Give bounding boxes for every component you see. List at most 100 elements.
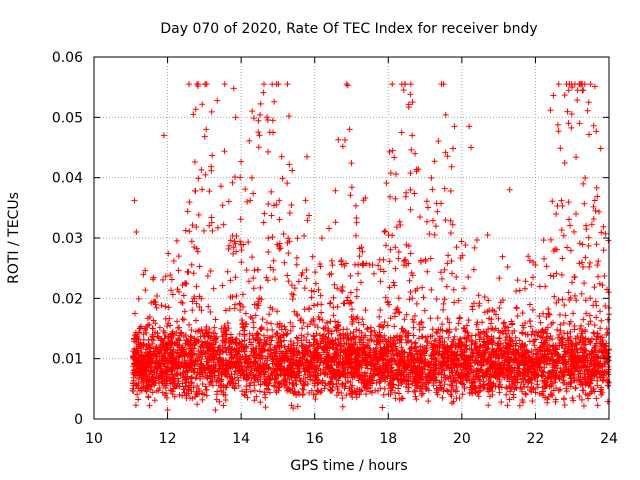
data-point <box>576 393 583 400</box>
data-point <box>576 325 583 332</box>
data-point <box>400 87 407 94</box>
data-point <box>231 371 238 378</box>
data-point <box>561 401 568 408</box>
data-point <box>453 383 460 390</box>
data-point <box>438 378 445 385</box>
data-point <box>402 256 409 263</box>
data-point <box>547 236 554 243</box>
data-point <box>158 373 165 380</box>
data-point <box>250 285 257 292</box>
data-point <box>260 219 267 226</box>
data-point <box>214 97 221 104</box>
data-point <box>475 393 482 400</box>
data-point <box>559 255 566 262</box>
data-point <box>376 313 383 320</box>
data-point <box>165 320 172 327</box>
data-point <box>469 382 476 389</box>
data-point <box>219 202 226 209</box>
data-point <box>412 393 419 400</box>
data-point <box>411 388 418 395</box>
data-point <box>148 336 155 343</box>
data-point <box>586 263 593 270</box>
data-point <box>170 385 177 392</box>
data-point <box>318 301 325 308</box>
data-point <box>147 349 154 356</box>
data-point <box>162 303 169 310</box>
data-point <box>290 381 297 388</box>
data-point <box>601 272 608 279</box>
data-point <box>268 320 275 327</box>
data-point <box>212 335 219 342</box>
data-point <box>180 333 187 340</box>
data-point <box>586 366 593 373</box>
data-point <box>354 367 361 374</box>
data-point <box>433 200 440 207</box>
data-point <box>230 353 237 360</box>
data-point <box>237 238 244 245</box>
data-point <box>224 268 231 275</box>
data-point <box>134 333 141 340</box>
data-point <box>131 346 138 353</box>
data-point <box>495 373 502 380</box>
data-point <box>605 382 612 389</box>
data-point <box>558 271 565 278</box>
data-point <box>420 359 427 366</box>
data-point <box>355 270 362 277</box>
data-point <box>371 327 378 334</box>
data-point <box>242 358 249 365</box>
data-point <box>577 381 584 388</box>
data-point <box>451 299 458 306</box>
data-point <box>335 355 342 362</box>
data-point <box>175 253 182 260</box>
data-point <box>226 345 233 352</box>
data-point <box>270 257 277 264</box>
data-point <box>321 346 328 353</box>
data-point <box>557 321 564 328</box>
data-point <box>304 363 311 370</box>
data-point <box>282 381 289 388</box>
data-point <box>142 287 149 294</box>
data-point <box>189 366 196 373</box>
data-point <box>264 114 271 121</box>
data-point <box>257 111 264 118</box>
data-point <box>131 367 138 374</box>
data-point <box>217 183 224 190</box>
data-point <box>569 279 576 286</box>
data-point <box>438 275 445 282</box>
data-point <box>257 284 264 291</box>
data-point <box>201 391 208 398</box>
data-point <box>582 174 589 181</box>
data-point <box>195 175 202 182</box>
data-point <box>504 402 511 409</box>
data-point <box>568 379 575 386</box>
data-point <box>194 248 201 255</box>
data-point <box>461 325 468 332</box>
data-point <box>150 317 157 324</box>
data-point <box>303 275 310 282</box>
data-point <box>149 325 156 332</box>
data-point <box>306 371 313 378</box>
data-point <box>598 229 605 236</box>
data-point <box>421 307 428 314</box>
data-point <box>222 396 229 403</box>
data-point <box>495 355 502 362</box>
data-point <box>444 315 451 322</box>
data-point <box>198 339 205 346</box>
data-point <box>446 329 453 336</box>
data-point <box>477 387 484 394</box>
data-point <box>471 244 478 251</box>
data-point <box>376 338 383 345</box>
data-point <box>281 332 288 339</box>
data-point <box>281 323 288 330</box>
data-point <box>388 344 395 351</box>
data-point <box>421 350 428 357</box>
data-point <box>258 325 265 332</box>
data-point <box>173 318 180 325</box>
data-point <box>376 376 383 383</box>
data-point <box>582 328 589 335</box>
data-point <box>260 89 267 96</box>
data-point <box>134 382 141 389</box>
data-point <box>596 208 603 215</box>
data-point <box>261 210 268 217</box>
data-point <box>349 382 356 389</box>
